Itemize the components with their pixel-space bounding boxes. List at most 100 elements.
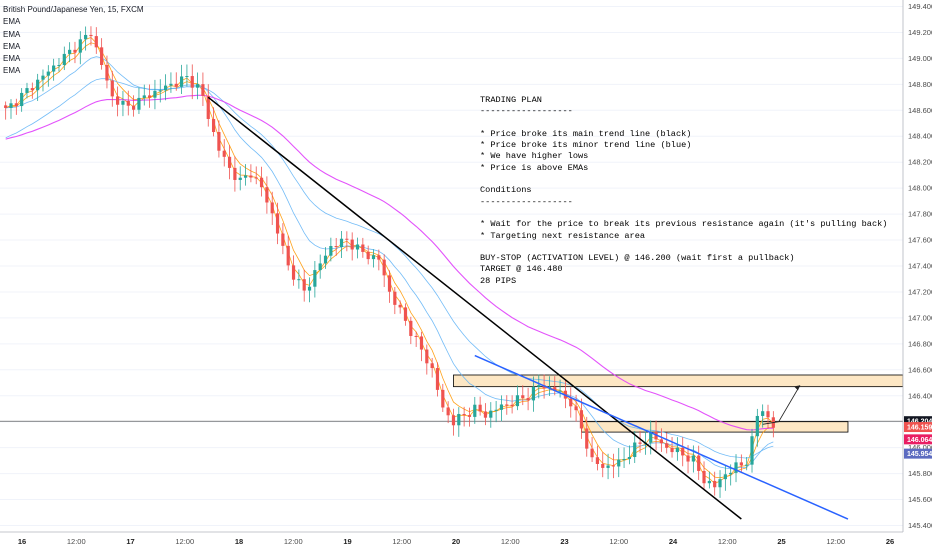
plan-line: * Price broke its main trend line (black… [480,128,692,139]
candle-body [659,439,663,444]
candle-body [25,88,29,93]
price-tag [904,416,932,427]
main-trend-line [207,96,742,520]
candle-body [462,413,466,416]
candle-body [100,47,104,65]
y-tick-label: 148.800 [908,80,932,89]
plan-line [480,242,887,253]
ema-label[interactable]: EMA [3,54,21,64]
candle-body [41,75,45,80]
candle-body [190,76,194,88]
candle-body [57,65,61,67]
candle-body [217,132,221,151]
candle-body [201,84,205,96]
x-tick-label: 16 [18,537,26,546]
candle-body [483,411,488,418]
candle-body [723,474,727,480]
y-tick-label: 147.800 [908,210,932,219]
x-tick-label: 12:00 [67,537,86,546]
trading-plan-note[interactable]: TRADING PLAN ------------------ * Price b… [480,95,887,287]
candle-body [68,49,72,54]
candle-body [148,95,152,98]
candle-body [345,238,349,240]
candle-body [595,457,600,464]
candle-body [526,397,530,401]
candle-body [521,395,525,398]
candle-body [62,53,66,66]
x-tick-label: 26 [886,537,894,546]
candle-body [670,447,674,453]
candle-body [393,291,397,305]
candle-body [761,411,765,416]
candle-body [499,404,504,410]
candle-body [451,415,456,426]
candle-body [729,472,733,475]
candle-body [766,411,770,418]
candle-body [398,304,402,308]
y-tick-label: 149.200 [908,28,932,37]
plan-line: ------------------ [480,196,573,207]
candle-body [542,385,546,389]
candle-body [281,233,285,246]
price-tag-label: 145.954 [907,451,932,458]
x-tick-label: 24 [669,537,678,546]
candle-body [211,118,216,133]
candle-body [195,84,200,88]
candle-body [174,83,178,87]
candle-body [686,455,690,462]
x-tick-label: 18 [235,537,243,546]
x-tick-label: 23 [560,537,568,546]
candle-body [89,34,93,37]
candle-body [249,175,253,178]
price-tag-label: 146.064 [907,437,932,444]
candle-body [467,415,472,417]
candle-body [489,410,493,418]
ema-label[interactable]: EMA [3,41,21,51]
candle-body [105,64,109,81]
candle-body [611,465,616,467]
ema-label[interactable]: EMA [3,29,21,39]
candle-body [307,286,312,291]
x-tick-label: 20 [452,537,460,546]
candle-body [419,336,424,350]
x-tick-label: 12:00 [501,537,520,546]
candle-body [46,71,50,76]
candle-body [265,187,269,203]
chart-grid [0,5,903,527]
y-tick-label: 147.600 [908,236,932,245]
plan-line: TARGET @ 146.480 [480,264,563,275]
x-tick-label: 17 [126,537,134,546]
ema-label[interactable]: EMA [3,66,21,76]
candle-body [494,409,498,411]
candle-body [750,436,754,465]
candle-body [206,95,210,119]
symbol-title[interactable]: British Pound/Japanese Yen, 15, FXCM [3,5,144,14]
candle-body [574,406,578,411]
candle-body [9,103,13,108]
y-tick-label: 146.800 [908,339,932,348]
candle-body [553,387,557,391]
candle-body [435,368,440,390]
plan-line: 28 PIPS [480,275,517,286]
candle-body [745,464,749,466]
candle-body [718,479,722,488]
candle-body [227,156,232,168]
candle-body [606,465,610,468]
candle-body [334,246,338,248]
candle-body [377,255,381,260]
candle-body [601,463,605,468]
candle-body [233,167,237,180]
candle-body [4,105,8,108]
candle-body [355,244,360,250]
candle-body [531,386,536,401]
y-tick-label: 147.000 [908,313,932,322]
candle-body [691,455,695,462]
y-tick-label: 148.600 [908,106,932,115]
candle-body [665,443,669,448]
trend-lines[interactable] [207,96,849,520]
candle-body [291,265,296,280]
ema-label[interactable]: EMA [3,17,21,27]
candle-body [116,96,120,105]
y-tick-label: 147.200 [908,287,932,296]
